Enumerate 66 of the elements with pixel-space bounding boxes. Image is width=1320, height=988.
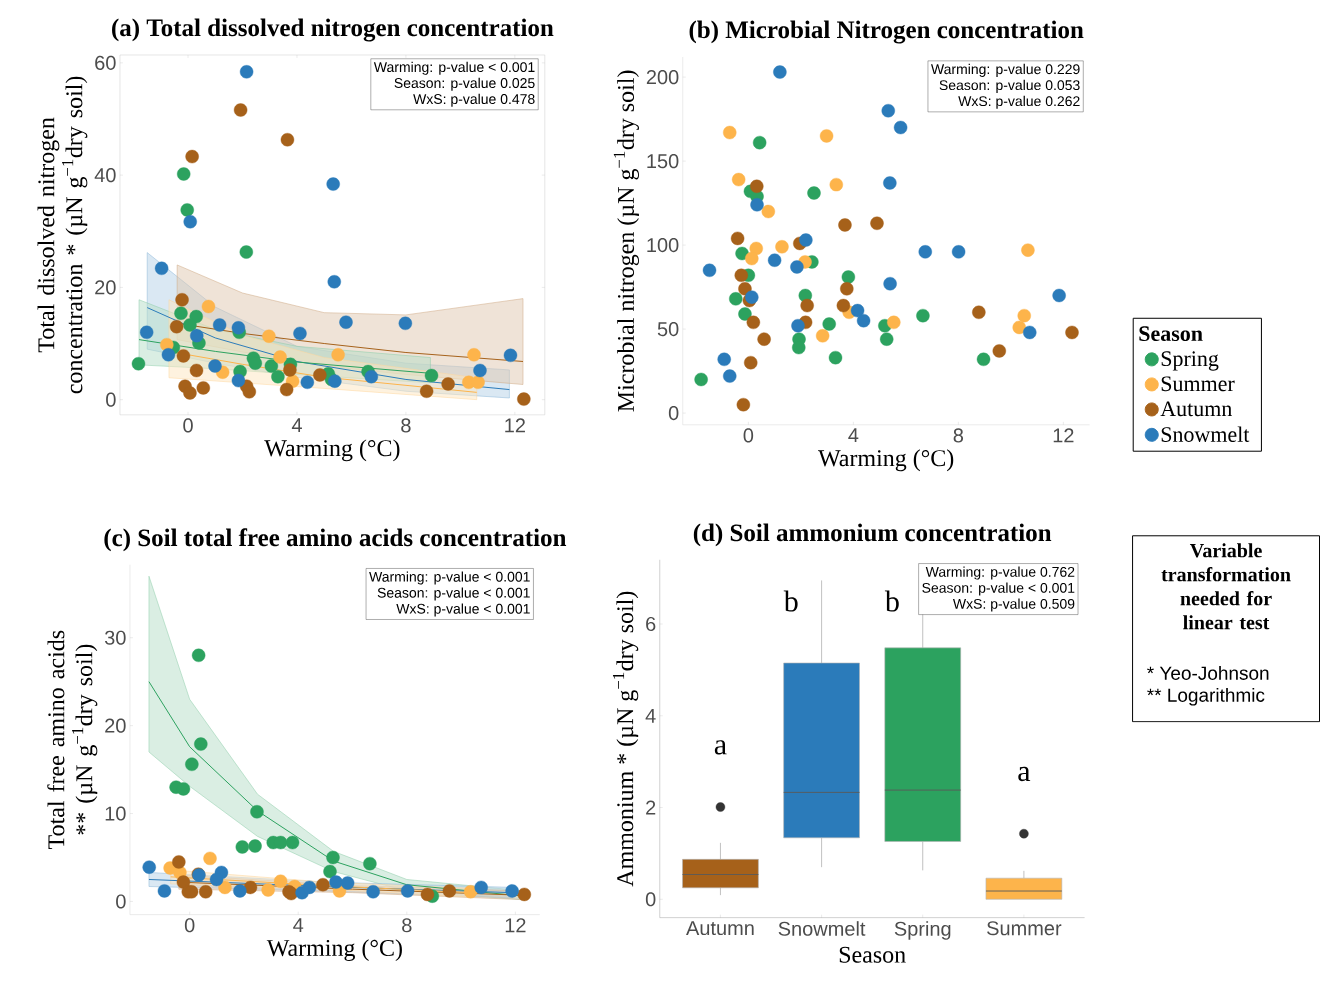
x-tick-label: 4 — [293, 918, 304, 933]
x-tick-label: 8 — [401, 418, 411, 433]
y-tick-label: 40 — [94, 168, 116, 183]
y-tick-label: 4 — [645, 709, 656, 723]
x-tick-label: Snowmelt — [778, 921, 866, 937]
x-axis-title: Warming (°C) — [264, 439, 400, 462]
legend-label: Spring — [1161, 351, 1219, 371]
y-tick-label: 50 — [657, 322, 679, 337]
annotation: a — [714, 740, 727, 755]
x-tick-label: 8 — [953, 428, 964, 443]
x-tick-label: Spring — [894, 921, 951, 940]
text: ** Logarithmic — [1147, 688, 1265, 706]
x-tick-label: 12 — [505, 418, 525, 433]
y-tick-label: 20 — [95, 280, 116, 295]
chart-title: (c) Soil total free amino acids concentration — [104, 528, 567, 552]
y-tick-label: 20 — [105, 718, 126, 733]
annotation: WxS: p-value < 0.001 — [396, 603, 530, 617]
annotation: Warming: p-value 0.762 — [925, 566, 1075, 580]
chart-title: (b) Microbial Nitrogen concentration — [689, 20, 1084, 44]
y-tick-label: 2 — [646, 800, 656, 815]
y-tick-label: 60 — [95, 55, 116, 71]
annotation: Season: p-value < 0.001 — [922, 582, 1075, 596]
y-tick-label: 100 — [647, 238, 679, 253]
x-tick-label: Autumn — [686, 921, 754, 936]
annotation: WxS: p-value 0.478 — [413, 93, 535, 107]
x-tick-label: Summer — [987, 921, 1062, 936]
annotation: Warming: p-value < 0.001 — [369, 571, 530, 585]
y-tick-label: 0 — [668, 406, 679, 421]
y-tick-label: 0 — [116, 894, 126, 909]
annotation: Season: p-value 0.053 — [939, 80, 1080, 94]
x-tick-label: 8 — [402, 918, 412, 933]
y-axis-title: Ammonium * (µN g$^{−1}$dry soil) — [612, 591, 639, 887]
legend-label: Summer — [1161, 376, 1235, 392]
x-axis-title: Warming (°C) — [266, 939, 402, 962]
x-tick-label: 0 — [183, 418, 193, 433]
x-axis-title: Warming (°C) — [818, 449, 954, 472]
x-axis-title: Season — [839, 946, 906, 963]
y-tick-label: 0 — [645, 892, 656, 907]
annotation: WxS: p-value 0.509 — [952, 598, 1075, 612]
legend-title: Season — [1139, 326, 1203, 342]
legend-label: Autumn — [1160, 401, 1232, 417]
chart-title: (a) Total dissolved nitrogen concentration — [112, 18, 554, 42]
annotation: Warming: p-value < 0.001 — [373, 61, 535, 75]
annotation: Warming: p-value 0.229 — [931, 64, 1080, 78]
annotation: b — [783, 590, 798, 612]
y-tick-label: 30 — [104, 630, 126, 645]
y-tick-label: 200 — [646, 70, 679, 85]
annotation: WxS: p-value 0.262 — [958, 96, 1080, 110]
x-tick-label: 4 — [291, 418, 302, 433]
chart-title: (d) Soil ammonium concentration — [693, 523, 1052, 547]
annotation: Season: p-value < 0.001 — [377, 587, 530, 601]
annotation: a — [1018, 767, 1031, 782]
text: Variable transformation needed for linear test — [1161, 543, 1291, 630]
y-tick-label: 10 — [105, 806, 126, 821]
y-axis-title: Microbial nitrogen (µN g$^{−1}$dry soil) — [613, 70, 639, 412]
text: * Yeo-Johnson — [1147, 666, 1269, 681]
x-tick-label: 4 — [848, 428, 859, 443]
x-tick-label: 12 — [1053, 428, 1074, 443]
y-tick-label: 0 — [106, 392, 116, 407]
x-tick-label: 0 — [184, 918, 195, 933]
x-tick-label: 12 — [505, 918, 526, 933]
y-tick-label: 6 — [646, 617, 656, 632]
annotation: b — [884, 590, 899, 612]
annotation: Season: p-value 0.025 — [394, 77, 535, 91]
y-tick-label: 150 — [647, 154, 679, 169]
x-tick-label: 0 — [743, 428, 754, 443]
